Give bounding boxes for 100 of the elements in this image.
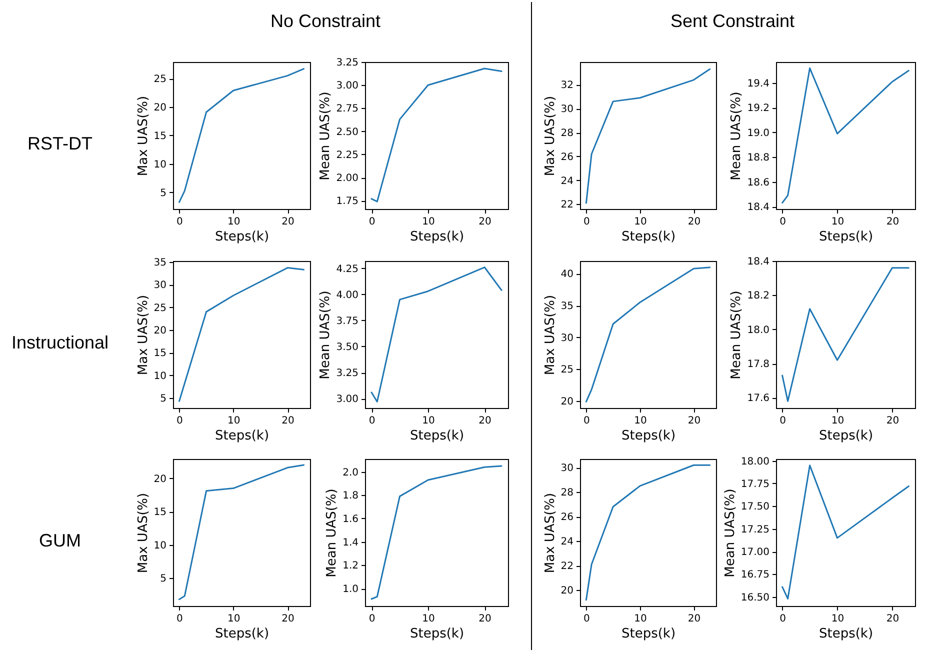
y-tick-label: 2.00 (336, 173, 358, 184)
y-tick-label: 17.75 (740, 479, 770, 490)
y-tick-label: 2.0 (342, 467, 358, 478)
x-tick-label: 10 (422, 614, 435, 624)
x-tick-label: 0 (780, 614, 786, 624)
text: RST-DT (28, 133, 92, 154)
y-tick-label: 10 (154, 540, 166, 552)
x-tick-label: 20 (886, 216, 900, 228)
x-axis-title: Steps(k) (214, 626, 270, 642)
y-tick-label: 10 (154, 159, 166, 170)
x-axis-title: Steps(k) (410, 626, 464, 642)
y-tick-label: 17.8 (747, 359, 770, 370)
y-tick-label: 35 (560, 301, 574, 312)
line-series (585, 464, 711, 601)
y-tick-label: 1.6 (342, 514, 358, 525)
y-tick-label: 28 (560, 128, 574, 140)
y-tick-label: 28 (560, 488, 574, 499)
y-tick-label: 20 (154, 474, 166, 485)
y-axis-title: Mean UAS(%) (729, 92, 744, 180)
y-tick-label: 3.50 (336, 342, 358, 353)
y-tick-label: 32 (560, 80, 574, 92)
y-tick-label: 22 (560, 200, 574, 211)
x-axis-title: Steps(k) (818, 230, 874, 244)
line-series (178, 68, 305, 203)
y-tick-label: 15 (154, 131, 166, 142)
y-tick-label: 24 (560, 176, 574, 187)
y-tick-label: 15 (154, 348, 166, 360)
line-series (585, 68, 711, 204)
y-axis-title: Mean UAS(%) (318, 92, 334, 180)
x-tick-label: 0 (583, 416, 590, 426)
x-tick-label: 0 (583, 614, 590, 624)
line-series (782, 464, 910, 600)
x-tick-label: 10 (228, 614, 240, 624)
y-tick-label: 25 (154, 302, 166, 314)
y-tick-label: 18.00 (740, 456, 770, 468)
y-tick-label: 1.8 (342, 490, 358, 502)
x-tick-label: 0 (368, 416, 376, 426)
y-axis-title: Mean UAS(%) (324, 488, 340, 578)
x-tick-label: 0 (176, 614, 183, 624)
x-tick-label: 10 (422, 416, 435, 426)
x-axis-title: Steps(k) (621, 428, 676, 444)
line-series (782, 267, 910, 402)
x-axis-title: Steps(k) (818, 428, 874, 444)
y-axis-title: Mean UAS(%) (318, 290, 334, 380)
y-tick-label: 4.25 (336, 264, 358, 275)
y-axis-title: Max UAS(%) (136, 294, 151, 376)
x-tick-label: 20 (886, 416, 900, 426)
y-tick-label: 35 (154, 257, 166, 268)
y-tick-label: 4.00 (336, 290, 358, 301)
line-series (370, 465, 502, 600)
x-axis-title: Steps(k) (214, 428, 270, 444)
line-series (585, 266, 711, 402)
y-tick-label: 18.4 (747, 202, 770, 214)
y-tick-label: 18.0 (747, 324, 770, 336)
y-tick-label: 17.25 (740, 524, 770, 536)
y-tick-label: 1.75 (336, 196, 358, 208)
y-axis-title: Max UAS(%) (542, 96, 558, 176)
x-tick-label: 10 (831, 216, 844, 228)
x-tick-label: 10 (634, 614, 647, 624)
x-axis-title: Steps(k) (410, 230, 464, 244)
x-tick-label: 20 (282, 416, 294, 426)
y-axis-title: Mean UAS(%) (729, 290, 744, 380)
x-tick-label: 20 (478, 416, 492, 426)
y-tick-label: 20 (154, 102, 166, 114)
y-tick-label: 18.8 (747, 152, 770, 164)
line-series (178, 464, 305, 600)
x-tick-label: 20 (478, 614, 492, 624)
x-axis-title: Steps(k) (621, 626, 676, 642)
x-tick-label: 10 (228, 216, 240, 228)
y-tick-label: 3.00 (336, 394, 358, 406)
x-tick-label: 20 (688, 416, 701, 426)
x-tick-label: 0 (176, 216, 183, 228)
y-axis-title: Max UAS(%) (542, 294, 558, 376)
y-tick-label: 17.50 (740, 502, 770, 513)
x-axis-title: Steps(k) (818, 626, 874, 642)
x-tick-label: 10 (831, 614, 844, 624)
line-series (370, 68, 502, 202)
x-tick-label: 10 (831, 416, 844, 426)
x-tick-label: 20 (688, 216, 701, 228)
y-tick-label: 10 (154, 370, 166, 382)
x-tick-label: 0 (583, 216, 590, 228)
y-tick-label: 19.2 (747, 103, 770, 114)
y-tick-label: 40 (560, 269, 574, 280)
y-axis-title: Max UAS(%) (136, 492, 151, 574)
y-tick-label: 16.50 (740, 592, 770, 604)
y-tick-label: 20 (560, 586, 574, 597)
y-tick-label: 25 (154, 74, 166, 86)
y-tick-label: 5 (160, 574, 166, 585)
line-series (782, 67, 910, 204)
line-series (178, 267, 305, 402)
y-tick-label: 17.6 (747, 393, 770, 404)
y-tick-label: 30 (560, 463, 574, 474)
y-tick-label: 18.2 (747, 290, 770, 302)
x-tick-label: 10 (422, 216, 435, 228)
x-axis-title: Steps(k) (214, 230, 270, 244)
x-tick-label: 0 (176, 416, 183, 426)
y-tick-label: 1.4 (342, 537, 358, 548)
chart-title: Sent Constraint (670, 11, 795, 32)
chart-title: No Constraint (270, 11, 381, 32)
y-tick-label: 30 (154, 280, 166, 292)
